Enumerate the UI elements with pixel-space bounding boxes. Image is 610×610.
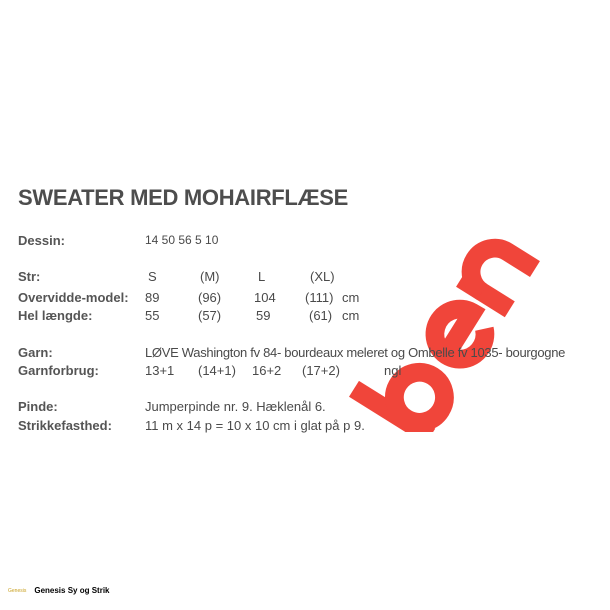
strikkefasthed-label: Strikkefasthed: <box>18 418 112 433</box>
garnforbrug-unit: ngl <box>384 363 402 378</box>
overvidde-s: 89 <box>145 290 160 305</box>
garnforbrug-xl: (17+2) <box>302 363 340 378</box>
laengde-l: 59 <box>256 308 271 323</box>
pinde-label: Pinde: <box>18 399 58 414</box>
pinde-value: Jumperpinde nr. 9. Hæklenål 6. <box>145 399 326 414</box>
overvidde-l: 104 <box>254 290 276 305</box>
size-xl: (XL) <box>310 269 335 284</box>
laengde-label: Hel længde: <box>18 308 93 323</box>
garnforbrug-label: Garnforbrug: <box>18 363 99 378</box>
size-m: (M) <box>200 269 220 284</box>
size-label: Str: <box>18 269 41 284</box>
overvidde-xl: (111) <box>305 290 334 305</box>
dessin-label: Dessin: <box>18 233 65 248</box>
size-s: S <box>148 269 157 284</box>
overvidde-label: Overvidde-model: <box>18 290 129 305</box>
overvidde-unit: cm <box>342 290 360 305</box>
page-title: SWEATER MED MOHAIRFLÆSE <box>18 185 349 210</box>
strikkefasthed-value: 11 m x 14 p = 10 x 10 cm i glat på p 9. <box>145 418 365 433</box>
dessin-value: 14 50 56 5 10 <box>145 233 219 247</box>
watermark-letters <box>349 238 540 432</box>
overvidde-m: (96) <box>198 290 222 305</box>
footer: Genesis Genesis Sy og Strik <box>8 586 109 595</box>
garn-value: LØVE Washington fv 84- bourdeaux meleret… <box>145 345 566 360</box>
watermark-letter-n <box>456 238 540 318</box>
laengde-m: (57) <box>198 308 222 323</box>
laengde-s: 55 <box>145 308 160 323</box>
footer-text: Genesis Sy og Strik <box>34 586 110 595</box>
garnforbrug-l: 16+2 <box>252 363 282 378</box>
laengde-xl: (61) <box>309 308 333 323</box>
laengde-unit: cm <box>342 308 360 323</box>
size-l: L <box>258 269 266 284</box>
garnforbrug-s: 13+1 <box>145 363 175 378</box>
garn-label: Garn: <box>18 345 53 360</box>
genesis-logo: Genesis <box>8 587 27 594</box>
garnforbrug-m: (14+1) <box>198 363 236 378</box>
